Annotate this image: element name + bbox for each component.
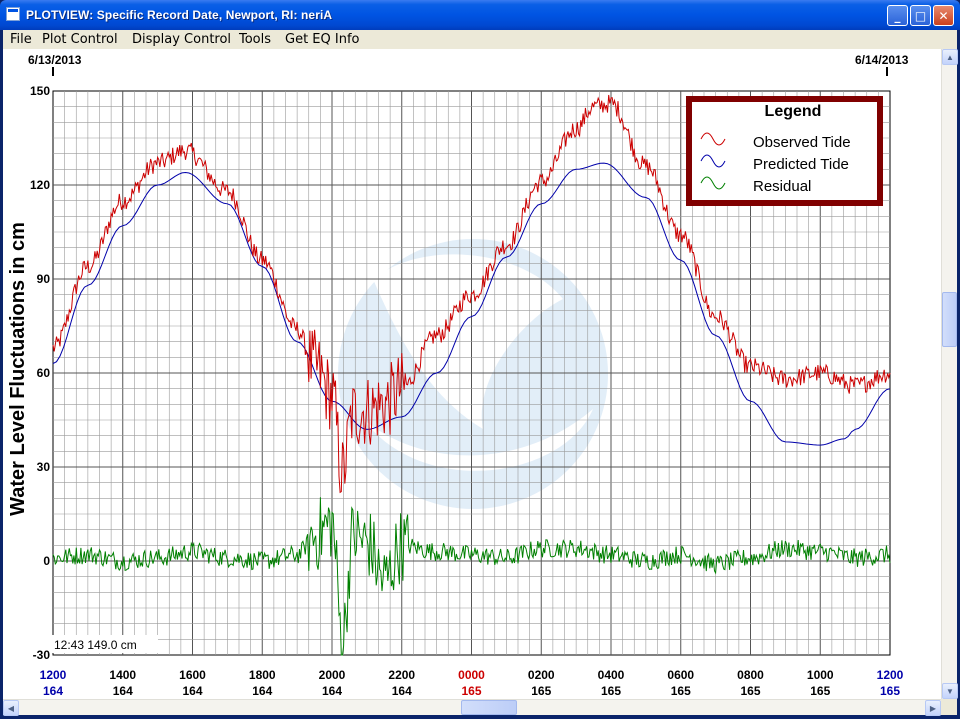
legend-box	[692, 102, 877, 200]
menu-get-eq-info[interactable]: Get EQ Info	[285, 32, 360, 47]
x-tick-day-label: 164	[43, 684, 63, 698]
x-tick-time-label: 1000	[807, 668, 834, 682]
x-tick-day-label: 165	[601, 684, 621, 698]
x-tick-time-label: 2000	[319, 668, 346, 682]
x-tick-time-label: 1400	[109, 668, 136, 682]
close-button[interactable]: ✕	[933, 5, 954, 26]
y-axis-label: Water Level Fluctuations in cm	[7, 222, 29, 516]
scrollbar-corner	[941, 699, 957, 715]
y-tick-label: 30	[37, 460, 51, 474]
chevron-right-icon: ▶	[929, 703, 937, 713]
menu-display-control[interactable]: Display Control	[132, 32, 232, 47]
x-tick-day-label: 165	[531, 684, 551, 698]
x-tick-day-label: 165	[740, 684, 760, 698]
maximize-button[interactable]: □	[910, 5, 931, 26]
x-tick-time-label: 0400	[598, 668, 625, 682]
x-tick-day-label: 164	[182, 684, 202, 698]
y-tick-label: 90	[37, 272, 51, 286]
chevron-left-icon: ◀	[7, 703, 15, 713]
horizontal-scrollbar[interactable]: ◀ ▶	[3, 699, 941, 716]
legend-swatch-predicted	[700, 154, 726, 168]
x-tick-time-label: 1800	[249, 668, 276, 682]
legend-entry-observed: Observed Tide	[753, 134, 851, 151]
x-tick-time-label: 0200	[528, 668, 555, 682]
app-icon	[6, 7, 20, 21]
y-tick-label: 0	[43, 554, 50, 568]
right-date-label: 6/14/2013	[855, 53, 909, 67]
x-tick-day-label: 165	[461, 684, 481, 698]
y-tick-label: 60	[37, 366, 51, 380]
maximize-icon: □	[914, 8, 927, 23]
menu-bar: File Plot Control Display Control Tools …	[3, 30, 957, 49]
x-tick-time-label: 0600	[667, 668, 694, 682]
residual-line	[52, 497, 891, 656]
x-tick-day-label: 165	[810, 684, 830, 698]
plot-area[interactable]: 6/13/2013 6/14/2013 150 120 90 60 30 0 -30 120…	[3, 49, 941, 699]
close-icon: ✕	[938, 8, 949, 23]
y-tick-label: 150	[30, 84, 50, 98]
legend: Legend Observed Tide Predicted Tide Resi…	[686, 96, 883, 206]
x-axis-ticks: 1200 164 1400 164 1600 164 1800 164 2000 164 2200 1…	[40, 668, 904, 698]
tide-plot[interactable]: 6/13/2013 6/14/2013 150 120 90 60 30 0 -30 120…	[3, 49, 941, 699]
x-tick-time-label: 1600	[179, 668, 206, 682]
minimize-button[interactable]: _	[887, 5, 908, 26]
x-tick-time-label: 0800	[737, 668, 764, 682]
scroll-right-button[interactable]: ▶	[925, 700, 941, 716]
x-tick-time-label: 2200	[388, 668, 415, 682]
window-title: PLOTVIEW: Specific Record Date, Newport,…	[26, 8, 333, 22]
chevron-up-icon: ▲	[946, 52, 954, 62]
x-tick-day-label: 165	[880, 684, 900, 698]
x-tick-day-label: 164	[322, 684, 342, 698]
legend-swatch-residual	[700, 176, 726, 190]
legend-swatch-observed	[700, 132, 726, 146]
legend-title: Legend	[765, 103, 822, 120]
horizontal-scroll-thumb[interactable]	[461, 700, 517, 715]
menu-tools[interactable]: Tools	[239, 32, 272, 47]
menu-plot-control[interactable]: Plot Control	[42, 32, 118, 47]
title-bar[interactable]: PLOTVIEW: Specific Record Date, Newport,…	[0, 0, 960, 30]
minimize-icon: _	[894, 8, 901, 23]
y-tick-label: 120	[30, 178, 50, 192]
y-axis-ticks: 150 120 90 60 30 0 -30	[30, 84, 50, 662]
left-date-label: 6/13/2013	[28, 53, 82, 67]
legend-entry-residual: Residual	[753, 178, 811, 195]
observed-tide-line	[52, 94, 891, 494]
series-group	[52, 94, 891, 656]
vertical-scroll-thumb[interactable]	[942, 292, 957, 347]
legend-entry-predicted: Predicted Tide	[753, 156, 849, 173]
x-tick-time-label: 1200	[40, 668, 67, 682]
x-tick-time-label: 1200	[877, 668, 904, 682]
scroll-down-button[interactable]: ▼	[942, 683, 958, 699]
scroll-left-button[interactable]: ◀	[3, 700, 19, 716]
x-tick-day-label: 164	[392, 684, 412, 698]
x-tick-day-label: 164	[113, 684, 133, 698]
predicted-tide-line	[52, 162, 891, 446]
x-tick-day-label: 164	[252, 684, 272, 698]
menu-file[interactable]: File	[10, 32, 32, 47]
x-tick-day-label: 165	[671, 684, 691, 698]
cursor-readout-box	[52, 635, 158, 653]
y-tick-label: -30	[33, 648, 51, 662]
chevron-down-icon: ▼	[946, 686, 954, 696]
vertical-scrollbar[interactable]: ▲ ▼	[941, 49, 958, 699]
x-tick-time-label: 0000	[458, 668, 485, 682]
scroll-up-button[interactable]: ▲	[942, 49, 958, 65]
cursor-readout: 12:43 149.0 cm	[54, 638, 137, 652]
